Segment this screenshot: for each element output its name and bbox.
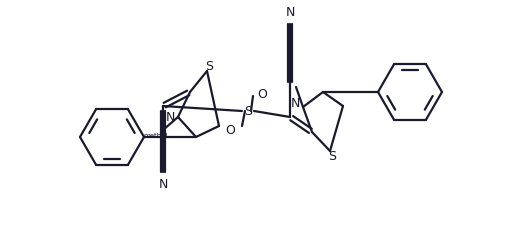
Text: methyl: methyl <box>144 132 168 138</box>
Text: O: O <box>225 123 235 136</box>
Text: S: S <box>205 60 213 73</box>
Text: N: N <box>290 97 299 110</box>
Text: S: S <box>244 105 252 118</box>
Text: O: O <box>257 87 267 100</box>
Text: N: N <box>158 178 168 191</box>
Text: N: N <box>285 7 295 19</box>
Text: N: N <box>166 111 175 124</box>
Text: S: S <box>328 150 336 163</box>
